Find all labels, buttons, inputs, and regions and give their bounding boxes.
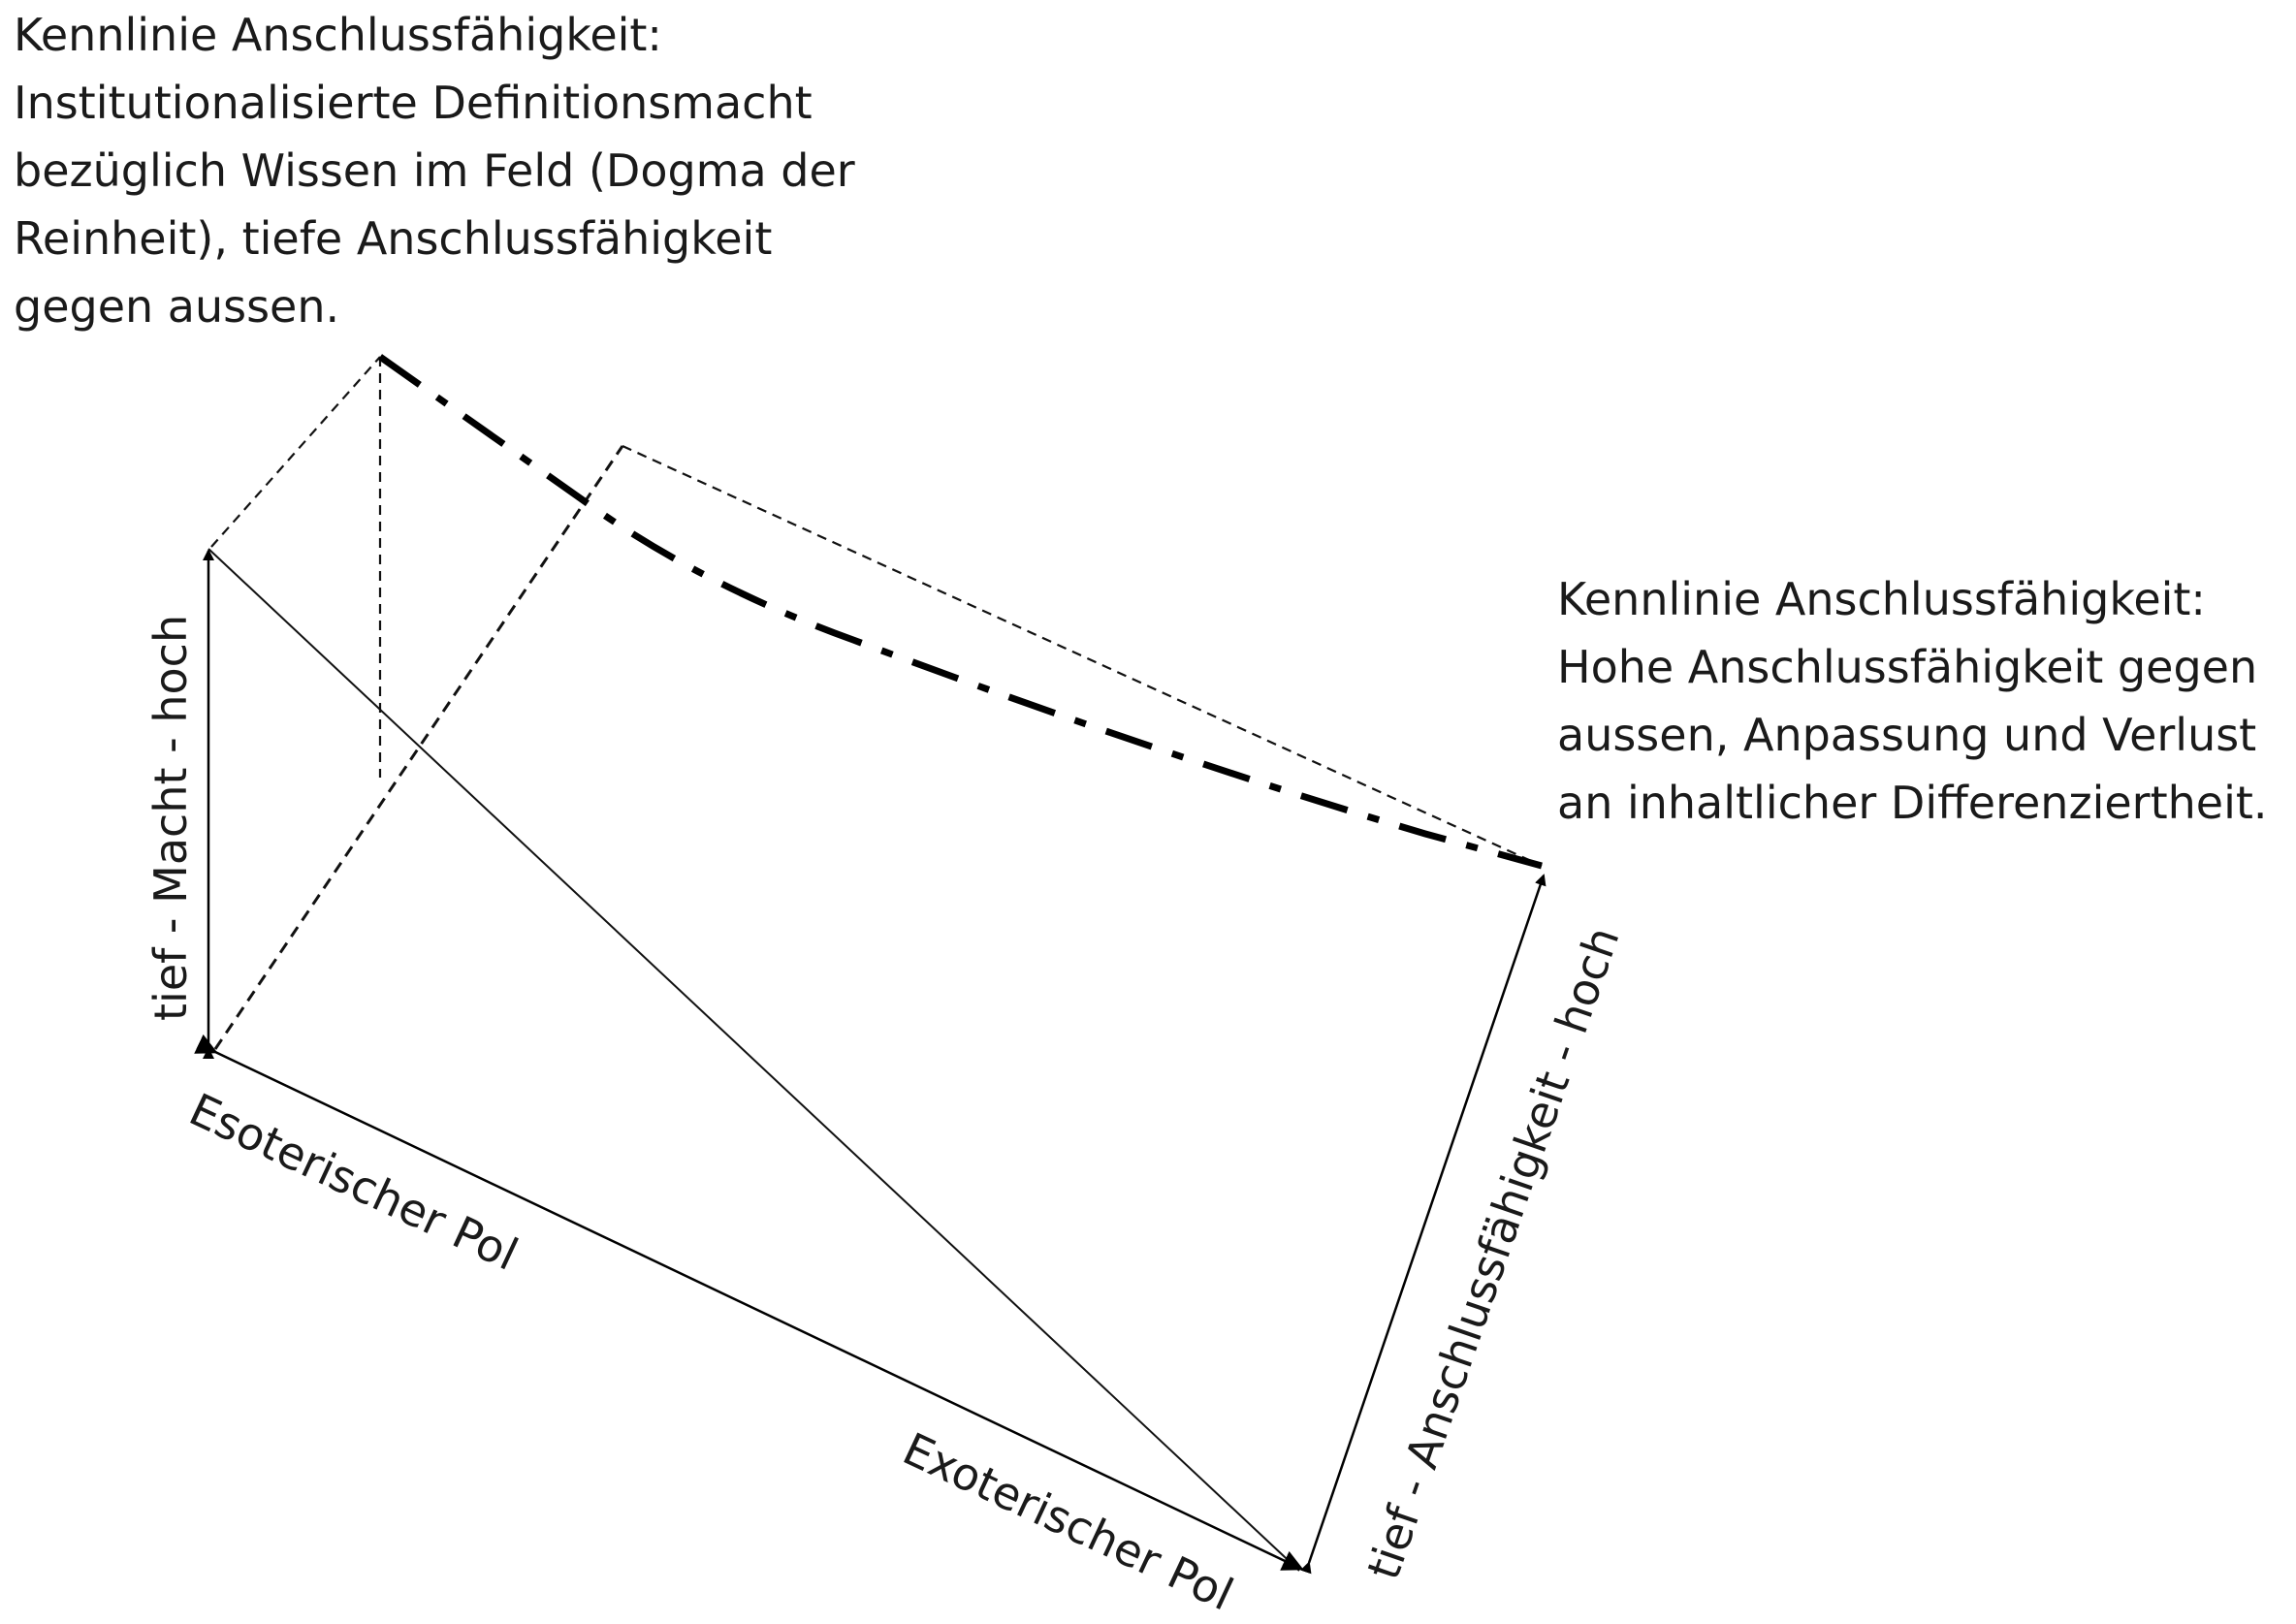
annotation-top-left-line: gegen aussen.: [14, 280, 339, 333]
annotation-right-line: aussen, Anpassung und Verlust: [1557, 709, 2256, 761]
annotation-right: Kennlinie Anschlussfähigkeit: Hohe Ansch…: [1557, 573, 2272, 829]
box-edge-top-left: [210, 356, 381, 548]
box-edge-top-right: [622, 444, 1543, 868]
annotation-top-left-line: Reinheit), tiefe Anschlussfähigkeit: [14, 212, 772, 265]
esoterisch-pol-label: Esoterischer Pol: [181, 1083, 526, 1281]
diagonal-line: [207, 548, 1300, 1572]
pol-axis: [194, 1034, 1304, 1571]
exoterisch-pol-label: Exoterischer Pol: [895, 1422, 1241, 1621]
kennlinie-curve: [377, 354, 1543, 870]
annotation-right-line: Kennlinie Anschlussfähigkeit:: [1557, 573, 2206, 625]
annotation-top-left-line: Kennlinie Anschlussfähigkeit:: [14, 9, 662, 61]
box-edge-diagonal: [213, 445, 624, 1050]
anschluss-axis: [1300, 874, 1547, 1575]
annotation-top-left-line: bezüglich Wissen im Feld (Dogma der: [14, 144, 855, 197]
annotation-top-left: Kennlinie Anschlussfähigkeit: Institutio…: [14, 9, 869, 333]
macht-axis-label: tief - Macht - hoch: [144, 615, 197, 1021]
annotation-right-line: Hohe Anschlussfähigkeit gegen: [1557, 641, 2257, 693]
annotation-top-left-line: Institutionalisierte Definitionsmacht: [14, 77, 813, 129]
annotation-right-line: an inhaltlicher Differenziertheit.: [1557, 777, 2268, 829]
